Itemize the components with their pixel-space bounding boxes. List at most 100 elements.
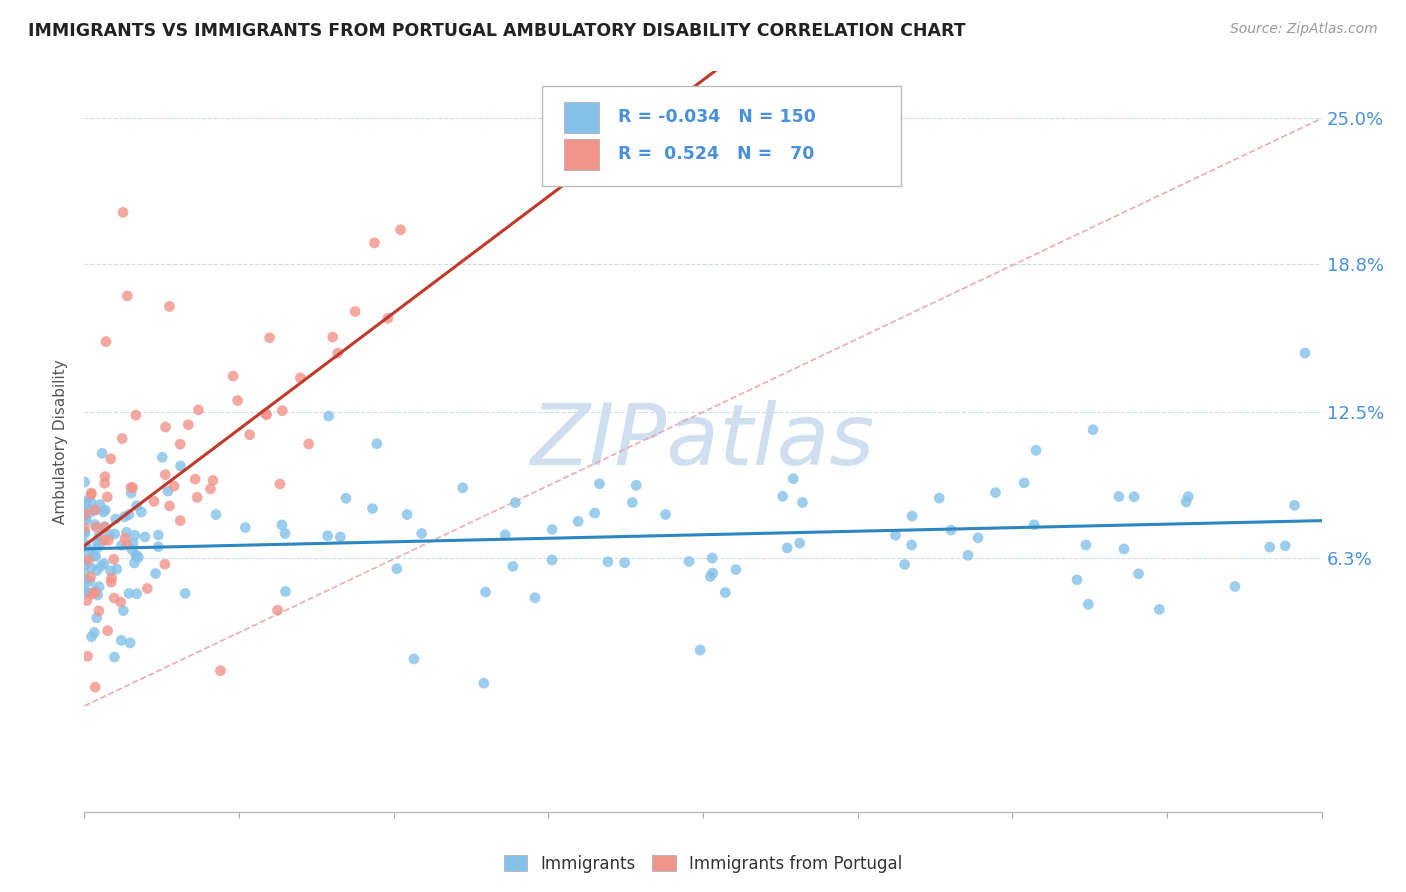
Point bbox=[80, 630, 103, 644]
Point bbox=[169, 437, 191, 451]
Point bbox=[94, 469, 117, 483]
Point bbox=[186, 491, 208, 505]
Point bbox=[893, 558, 915, 572]
Point bbox=[76, 585, 98, 599]
Point bbox=[84, 585, 107, 599]
Point bbox=[80, 487, 103, 501]
Point bbox=[1274, 539, 1296, 553]
Point bbox=[187, 403, 209, 417]
Point bbox=[792, 495, 814, 509]
Point bbox=[103, 650, 125, 665]
Point bbox=[80, 560, 103, 574]
Point bbox=[1123, 490, 1146, 504]
Point bbox=[87, 604, 110, 618]
Point bbox=[472, 676, 495, 690]
Point bbox=[97, 533, 120, 548]
Point bbox=[274, 584, 297, 599]
Point bbox=[1074, 538, 1097, 552]
Point bbox=[76, 649, 98, 664]
Point bbox=[121, 481, 143, 495]
Point bbox=[714, 585, 737, 599]
Point bbox=[361, 501, 384, 516]
Point bbox=[782, 472, 804, 486]
Point bbox=[75, 493, 97, 508]
Point bbox=[104, 527, 127, 541]
Point bbox=[222, 369, 245, 384]
Point bbox=[73, 521, 96, 535]
Point bbox=[939, 523, 962, 537]
Point bbox=[583, 506, 606, 520]
FancyBboxPatch shape bbox=[543, 87, 901, 186]
Point bbox=[678, 554, 700, 568]
Point bbox=[209, 664, 232, 678]
Point bbox=[901, 509, 924, 524]
Point bbox=[114, 509, 136, 524]
Point bbox=[984, 485, 1007, 500]
Point bbox=[115, 525, 138, 540]
Point bbox=[967, 531, 990, 545]
Point bbox=[90, 558, 112, 573]
Point bbox=[121, 542, 143, 557]
Point bbox=[104, 512, 127, 526]
Point bbox=[156, 484, 179, 499]
Point bbox=[79, 570, 101, 584]
Point bbox=[76, 545, 98, 559]
FancyBboxPatch shape bbox=[564, 139, 599, 169]
Point bbox=[724, 563, 747, 577]
Point bbox=[120, 480, 142, 494]
Point bbox=[1177, 490, 1199, 504]
Point bbox=[93, 519, 115, 533]
Point bbox=[80, 494, 103, 508]
Point bbox=[75, 496, 97, 510]
Point bbox=[96, 490, 118, 504]
Point bbox=[86, 611, 108, 625]
Point bbox=[1294, 346, 1316, 360]
Point bbox=[118, 586, 141, 600]
Point bbox=[75, 496, 97, 510]
Point bbox=[97, 624, 120, 638]
Point bbox=[494, 528, 516, 542]
Point bbox=[363, 235, 385, 250]
Point bbox=[98, 527, 121, 541]
Point bbox=[596, 555, 619, 569]
Point bbox=[87, 588, 110, 602]
Text: ZIPatlas: ZIPatlas bbox=[531, 400, 875, 483]
Point bbox=[75, 553, 97, 567]
Point bbox=[502, 559, 524, 574]
Point bbox=[111, 432, 134, 446]
Point bbox=[117, 289, 139, 303]
Point bbox=[389, 223, 412, 237]
Point bbox=[75, 575, 97, 590]
Point bbox=[900, 538, 922, 552]
Point bbox=[84, 503, 107, 517]
Point bbox=[271, 517, 294, 532]
Point bbox=[316, 529, 339, 543]
Point bbox=[84, 549, 107, 564]
Point bbox=[93, 505, 115, 519]
Point bbox=[318, 409, 340, 423]
Point bbox=[73, 566, 96, 581]
Point bbox=[75, 513, 97, 527]
Point bbox=[256, 408, 278, 422]
Point bbox=[100, 575, 122, 590]
Point bbox=[76, 540, 98, 554]
Point bbox=[100, 452, 122, 467]
Point bbox=[112, 604, 135, 618]
Point bbox=[89, 498, 111, 512]
Point bbox=[103, 552, 125, 566]
Point bbox=[79, 574, 101, 589]
Point bbox=[83, 625, 105, 640]
Point bbox=[84, 583, 107, 598]
Point bbox=[298, 437, 321, 451]
Point bbox=[73, 524, 96, 539]
Point bbox=[271, 403, 294, 417]
Point bbox=[94, 334, 117, 349]
Point bbox=[103, 591, 125, 605]
Text: Source: ZipAtlas.com: Source: ZipAtlas.com bbox=[1230, 22, 1378, 37]
Point bbox=[80, 486, 103, 500]
Point bbox=[125, 549, 148, 563]
Point bbox=[112, 205, 135, 219]
Point bbox=[772, 489, 794, 503]
Point bbox=[77, 553, 100, 567]
Point bbox=[145, 566, 167, 581]
